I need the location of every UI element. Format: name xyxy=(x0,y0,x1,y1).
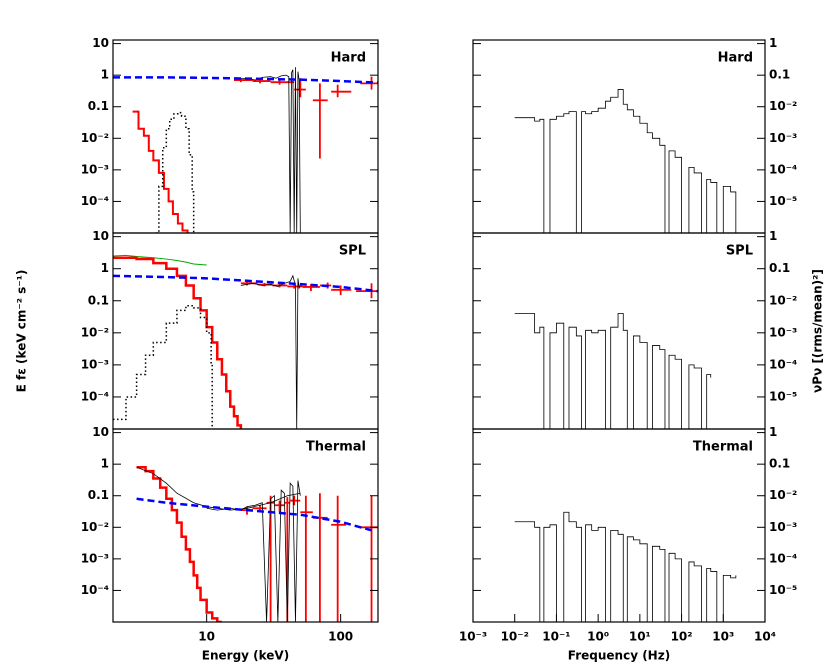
y-tick-label: 0.1 xyxy=(88,293,109,307)
y-tick-label: 10⁻² xyxy=(81,325,109,339)
y-tick-label: 10⁻⁴ xyxy=(81,194,109,208)
panel-title: Hard xyxy=(718,51,753,66)
x-tick-label: 10⁴ xyxy=(754,630,776,644)
panel-title: Thermal xyxy=(306,440,366,455)
data-line xyxy=(514,313,712,429)
y-tick-label: 10 xyxy=(92,229,109,243)
data-line xyxy=(514,511,737,622)
y-tick-label: 10⁻⁴ xyxy=(769,162,797,176)
y-tick-label: 10 xyxy=(92,36,109,50)
plot-area xyxy=(514,511,737,622)
data-line xyxy=(136,497,372,532)
y-tick-label: 1 xyxy=(769,36,777,50)
y-tick-label: 10⁻² xyxy=(769,99,797,113)
data-line xyxy=(113,76,378,84)
y-tick-label: 0.1 xyxy=(88,488,109,502)
panel-frame xyxy=(112,428,379,623)
x-axis-title: Energy (keV) xyxy=(202,649,289,663)
panel-title: Thermal xyxy=(693,440,753,455)
data-line xyxy=(113,256,243,429)
x-axis-title: Frequency (Hz) xyxy=(568,649,670,663)
panel-title: Hard xyxy=(331,51,366,66)
x-tick-label: 10 xyxy=(198,630,215,644)
panel-frame xyxy=(472,428,766,623)
y-tick-label: 0.1 xyxy=(88,99,109,113)
x-tick-label: 10² xyxy=(671,630,693,644)
y-tick-label: 10⁻⁴ xyxy=(81,583,109,597)
y-axis-title: E fε (keV cm⁻² s⁻¹) xyxy=(15,270,29,393)
x-tick-label: 10⁻² xyxy=(501,630,529,644)
y-tick-label: 10⁻² xyxy=(769,293,797,307)
y-tick-label: 10⁻³ xyxy=(81,162,109,176)
panel-frame xyxy=(472,232,766,430)
data-line xyxy=(136,465,222,622)
data-line xyxy=(113,304,213,429)
plot-area xyxy=(514,313,712,429)
y-tick-label: 10⁻³ xyxy=(81,551,109,565)
y-tick-label: 10⁻³ xyxy=(769,131,797,145)
panel-frame xyxy=(472,39,766,234)
data-line xyxy=(237,67,301,233)
panel-title: SPL xyxy=(339,244,366,259)
plot-area xyxy=(113,254,378,429)
y-tick-label: 10⁻² xyxy=(81,520,109,534)
y-tick-label: 10⁻² xyxy=(81,131,109,145)
y-tick-label: 10⁻³ xyxy=(769,520,797,534)
y-tick-label: 10⁻⁴ xyxy=(769,551,797,565)
x-tick-label: 10¹ xyxy=(629,630,651,644)
y-tick-label: 10 xyxy=(92,425,109,439)
y-tick-label: 0.1 xyxy=(769,457,790,471)
y-tick-label: 10⁻⁵ xyxy=(769,583,797,597)
y-tick-label: 10⁻⁵ xyxy=(769,194,797,208)
data-line xyxy=(240,274,301,429)
x-tick-label: 10⁰ xyxy=(587,630,609,644)
data-line xyxy=(132,110,189,233)
y-axis-title: νPν [(rms/mean)²] xyxy=(811,269,825,393)
y-tick-label: 10⁻³ xyxy=(81,357,109,371)
x-tick-label: 10⁻¹ xyxy=(542,630,570,644)
plot-area xyxy=(514,89,737,233)
y-tick-label: 0.1 xyxy=(769,261,790,275)
plot-area xyxy=(113,67,378,233)
x-tick-label: 10³ xyxy=(712,630,734,644)
panel-title: SPL xyxy=(726,244,753,259)
y-tick-label: 10⁻⁴ xyxy=(769,357,797,371)
y-tick-label: 1 xyxy=(769,229,777,243)
plot-area xyxy=(136,465,378,622)
y-tick-label: 1 xyxy=(101,261,109,275)
data-line xyxy=(156,111,195,233)
panel-frame xyxy=(112,39,379,234)
x-tick-label: 10⁻³ xyxy=(459,630,487,644)
y-tick-label: 10⁻⁴ xyxy=(81,389,109,403)
y-tick-label: 1 xyxy=(769,425,777,439)
y-tick-label: 10⁻² xyxy=(769,488,797,502)
y-tick-label: 0.1 xyxy=(769,68,790,82)
x-tick-label: 100 xyxy=(328,630,353,644)
y-tick-label: 1 xyxy=(101,68,109,82)
y-tick-label: 10⁻³ xyxy=(769,325,797,339)
y-tick-label: 1 xyxy=(101,457,109,471)
data-line xyxy=(113,254,207,266)
data-line xyxy=(113,274,378,293)
y-tick-label: 10⁻⁵ xyxy=(769,389,797,403)
data-line xyxy=(514,89,737,233)
